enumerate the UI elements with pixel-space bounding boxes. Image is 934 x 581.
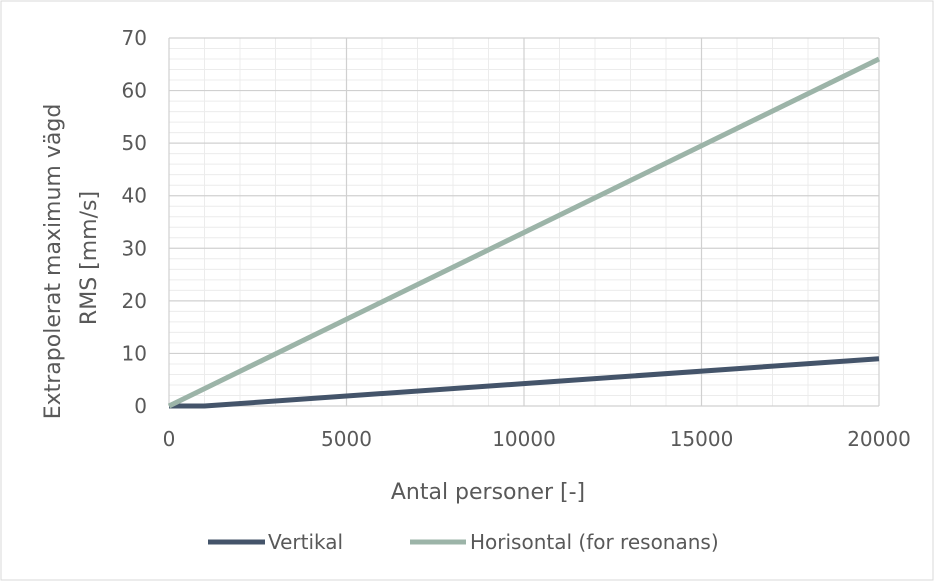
y-tick-label: 50 bbox=[122, 131, 147, 155]
y-tick-label: 20 bbox=[122, 289, 147, 313]
x-axis-label: Antal personer [-] bbox=[391, 480, 585, 505]
y-tick-label: 60 bbox=[122, 79, 147, 103]
y-axis-label: Extrapolerat maximum vägd RMS [mm/s] bbox=[41, 97, 102, 420]
legend-label: Horisontal (for resonans) bbox=[470, 530, 719, 554]
major-gridlines bbox=[168, 37, 880, 407]
y-axis-tick-labels: 0 10 20 30 40 50 60 70 bbox=[122, 26, 147, 418]
legend: Vertikal Horisontal (for resonans) bbox=[208, 530, 719, 554]
series-line-vertikal bbox=[169, 356, 880, 409]
y-tick-label: 10 bbox=[122, 341, 147, 365]
x-tick-label: 5000 bbox=[321, 427, 372, 451]
y-tick-label: 30 bbox=[122, 236, 147, 260]
x-tick-label: 15000 bbox=[670, 427, 734, 451]
x-tick-label: 0 bbox=[163, 427, 176, 451]
y-axis-label-line-1: Extrapolerat maximum vägd bbox=[41, 104, 66, 420]
x-tick-label: 20000 bbox=[847, 427, 911, 451]
series-layer bbox=[167, 56, 881, 409]
legend-label: Vertikal bbox=[268, 530, 343, 554]
x-axis-tick-labels: 0 5000 10000 15000 20000 bbox=[163, 427, 911, 451]
x-tick-label: 10000 bbox=[492, 427, 556, 451]
y-tick-label: 40 bbox=[122, 184, 147, 208]
series-line-horisontal bbox=[167, 56, 881, 409]
y-tick-label: 70 bbox=[122, 26, 147, 50]
y-tick-label: 0 bbox=[134, 394, 147, 418]
y-axis-label-line-2: RMS [mm/s] bbox=[77, 191, 102, 325]
